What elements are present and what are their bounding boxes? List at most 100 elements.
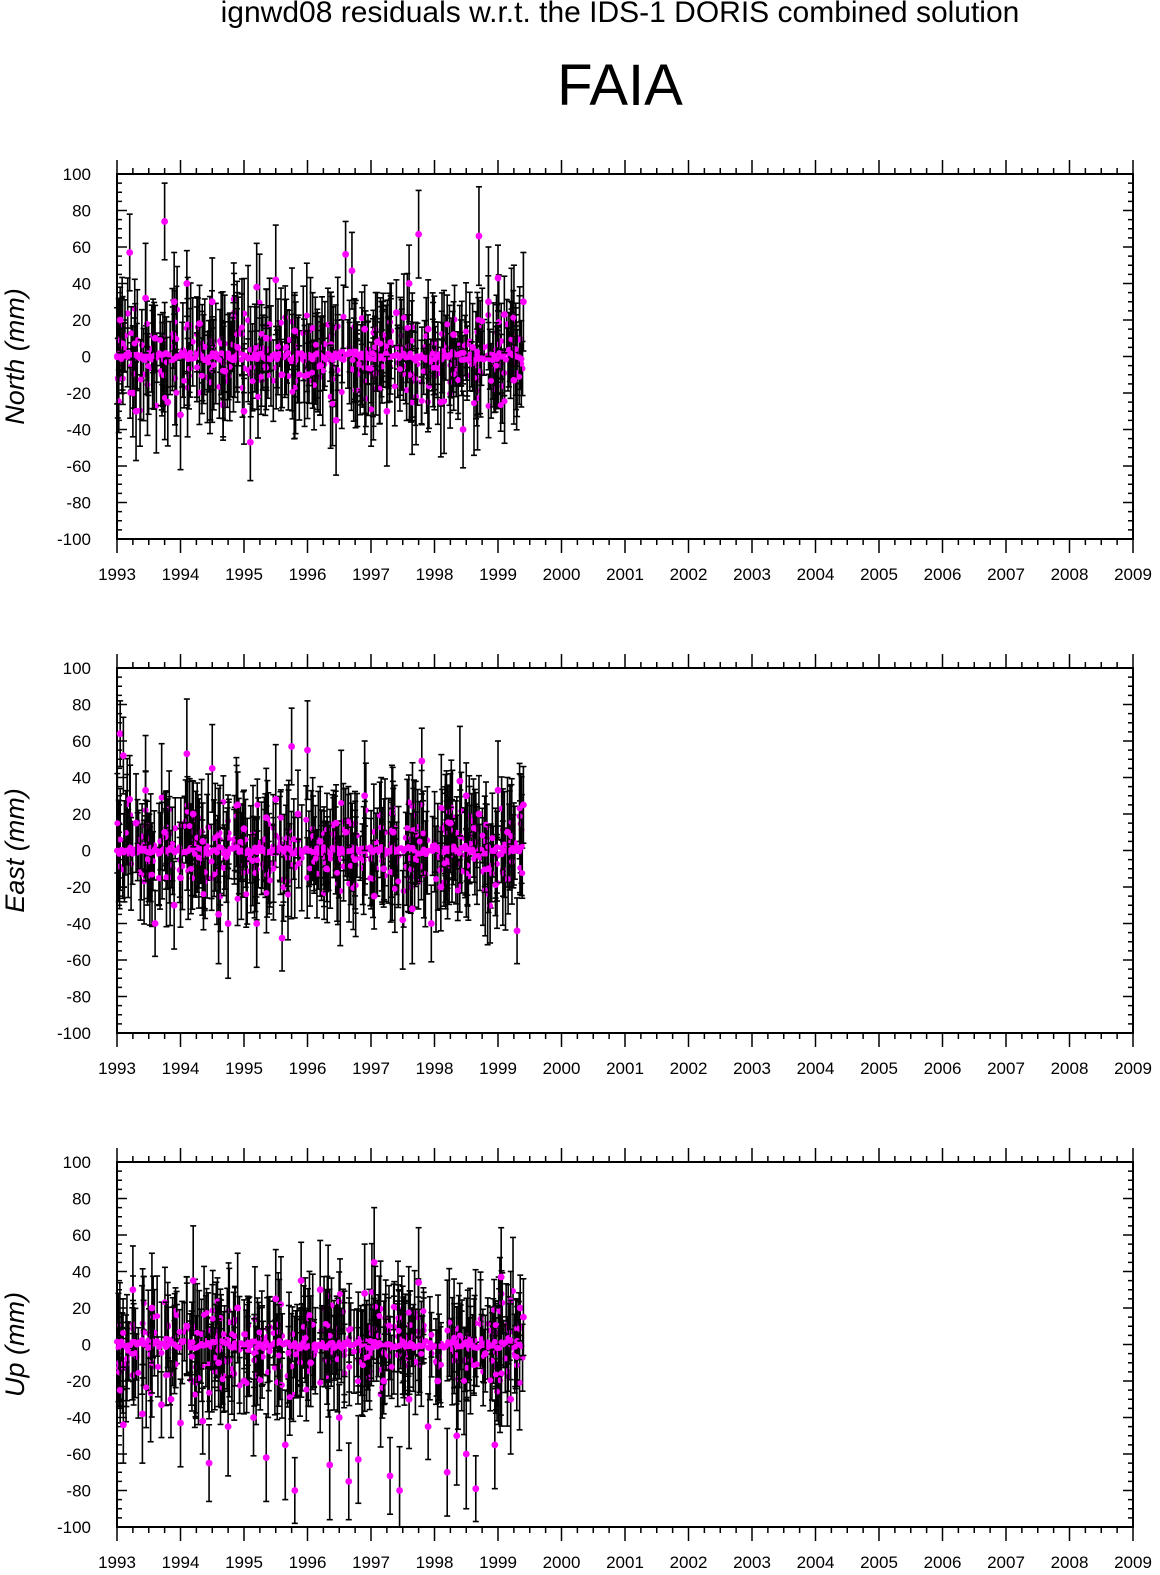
data-point [519,870,526,877]
x-tick-label: 2007 [987,1059,1025,1078]
data-point [142,786,149,794]
data-point [246,438,254,446]
x-tick-label: 1996 [289,1059,327,1078]
data-point [351,856,359,864]
data-point [210,835,217,842]
x-tick-label: 1999 [479,565,517,584]
data-point [303,816,310,823]
data-point [416,838,423,845]
data-point [348,267,356,275]
x-tick-label: 1995 [225,565,263,584]
x-tick-label: 1996 [289,1553,327,1572]
data-point [408,866,415,873]
data-point [518,844,525,851]
data-point [285,349,292,356]
data-point [312,855,319,862]
x-tick-label: 2009 [1114,565,1152,584]
data-point [307,865,314,872]
data-point [116,730,124,738]
data-point [489,835,496,842]
data-point [342,828,349,836]
data-point [380,865,388,873]
y-tick-label: -20 [66,878,91,897]
data-point [278,934,286,942]
data-point [225,850,232,857]
data-point [263,890,270,897]
data-point [224,920,232,927]
data-point [208,858,215,865]
data-point [365,365,372,372]
data-point [164,398,172,406]
data-point [309,324,316,331]
y-tick-label: 20 [72,805,91,824]
data-point [459,426,467,433]
data-point [502,356,509,363]
y-tick-label: -100 [57,1024,91,1043]
data-point [202,845,209,852]
data-point [404,825,411,832]
data-point [340,313,347,320]
data-point [334,869,341,876]
data-point [138,341,145,348]
data-point [332,819,340,827]
data-point [238,356,245,363]
data-point [208,298,216,306]
data-point [183,750,191,758]
y-tick-label: -100 [57,1518,91,1537]
data-point [186,822,193,829]
data-point [288,743,296,750]
data-point [488,377,495,384]
data-point [215,910,223,918]
data-point [234,895,241,902]
data-point [456,777,464,785]
data-point [221,367,229,375]
data-point [454,887,461,894]
y-tick-label: 80 [72,202,91,221]
data-point [272,276,280,284]
data-point [119,340,126,347]
data-point [132,819,140,827]
data-point [475,232,483,240]
data-point [304,874,311,881]
data-point [280,884,287,891]
data-point [358,315,365,322]
data-point [438,330,445,337]
data-point [254,857,261,864]
data-point [496,851,503,858]
data-point [237,838,244,845]
data-point [216,356,223,363]
data-point [289,388,296,395]
data-point [387,868,394,875]
y-tick-label: 0 [82,842,91,861]
data-point [340,356,347,363]
data-point [160,372,167,379]
x-tick-label: 2008 [1051,565,1089,584]
data-point [177,411,184,419]
data-point [251,351,258,358]
data-point [119,752,127,759]
y-tick-label: 60 [72,238,91,257]
data-point [251,844,258,851]
data-point [165,351,172,358]
data-point [196,320,203,328]
data-point [368,406,375,413]
data-point [124,310,131,317]
data-point [145,363,152,370]
data-point [479,832,486,839]
data-point [463,328,470,335]
data-point [462,792,470,800]
data-point [327,850,334,857]
y-axis-label: Up (mm) [0,1292,30,1397]
y-tick-label: 0 [82,1336,91,1355]
x-tick-label: 2004 [797,1059,835,1078]
x-tick-label: 1999 [479,1553,517,1572]
data-point [391,885,398,892]
data-point [177,874,184,882]
x-tick-label: 1996 [289,565,327,584]
x-tick-label: 1994 [162,1553,200,1572]
data-point [441,860,448,867]
x-tick-label: 2003 [733,565,771,584]
data-point [336,350,343,357]
data-point [234,801,242,809]
